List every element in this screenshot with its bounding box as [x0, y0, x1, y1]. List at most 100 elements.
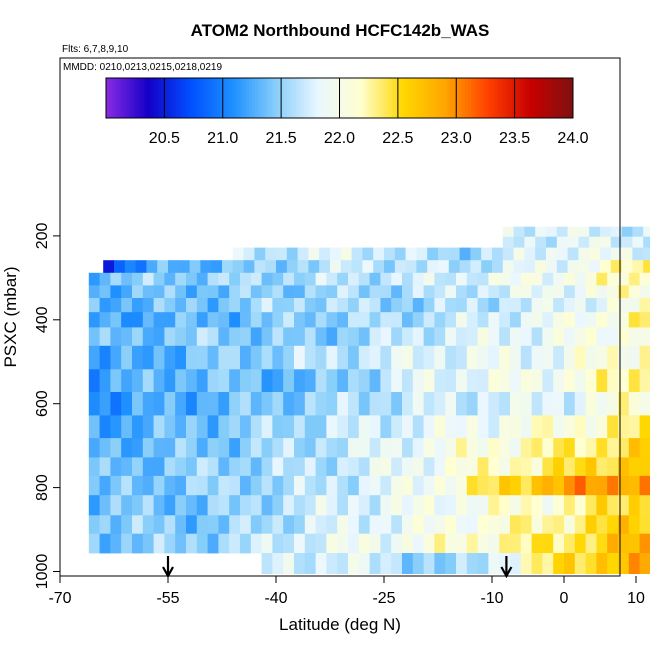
heat-cell: [175, 495, 187, 516]
heat-cell: [628, 285, 641, 299]
heat-cell: [283, 553, 295, 574]
heat-cell: [600, 247, 612, 261]
heat-cell: [632, 260, 644, 274]
heat-cell: [423, 272, 435, 286]
colorbar-swatch: [462, 78, 466, 118]
heat-cell: [466, 553, 479, 574]
heat-cell: [600, 226, 612, 238]
heat-cell: [531, 312, 543, 328]
colorbar: 20.5 21.0 21.5 22.0 22.5 23.0 23.5 24.0: [105, 77, 589, 147]
heat-cell: [567, 260, 579, 274]
heat-cell: [434, 369, 446, 393]
heat-cell: [542, 457, 554, 477]
heat-cell: [283, 272, 295, 286]
colorbar-swatch: [237, 78, 241, 118]
heat-cell: [142, 345, 155, 370]
colorbar-swatch: [208, 78, 212, 118]
heat-cell: [218, 392, 230, 416]
heat-cell: [531, 369, 543, 393]
heat-cell: [564, 495, 576, 516]
heat-cell: [402, 369, 414, 393]
heat-cell: [628, 312, 641, 328]
heat-cell: [520, 312, 533, 328]
colorbar-tick-label: 23.0: [441, 130, 472, 147]
heat-cell: [261, 345, 273, 370]
colorbar-swatch: [202, 78, 206, 118]
heat-cell: [330, 260, 342, 274]
heat-cell: [261, 298, 273, 313]
heat-cell: [510, 457, 522, 477]
heat-layer: [88, 457, 650, 477]
heat-cell: [456, 327, 468, 347]
heat-cell: [196, 457, 209, 477]
heat-cell: [340, 260, 353, 274]
heat-cell: [412, 345, 425, 370]
colorbar-swatch: [406, 78, 411, 118]
heat-cell: [531, 438, 543, 458]
chart-title: ATOM2 Northbound HCFC142b_WAS: [191, 21, 490, 40]
heat-cell: [492, 260, 504, 274]
heat-cell: [564, 392, 576, 416]
heat-cell: [456, 298, 468, 313]
heat-cell: [121, 457, 133, 477]
heat-cell: [121, 438, 133, 458]
heat-cell: [477, 553, 489, 574]
heat-cell: [196, 392, 209, 416]
heat-cell: [585, 438, 597, 458]
heat-cell: [175, 312, 187, 328]
heat-cell: [499, 285, 511, 299]
heat-cell: [618, 475, 630, 496]
heat-cell: [261, 312, 273, 328]
heat-cell: [164, 285, 176, 299]
heat-cell: [110, 415, 122, 439]
heat-cell: [348, 415, 360, 439]
heat-cell: [380, 475, 392, 496]
heat-cell: [607, 312, 619, 328]
heat-cell: [499, 392, 511, 416]
heat-layer: [232, 247, 650, 261]
heat-cell: [639, 495, 650, 516]
heat-cell: [402, 553, 414, 574]
heat-cell: [121, 345, 133, 370]
heat-cell: [380, 553, 392, 574]
colorbar-tick-label: 22.0: [324, 130, 355, 147]
heat-cell: [445, 457, 457, 477]
heat-cell: [574, 533, 587, 554]
heat-cell: [520, 457, 533, 477]
heat-cell: [574, 415, 587, 439]
colorbar-swatch: [170, 78, 174, 118]
heat-cell: [294, 438, 306, 458]
heat-cell: [240, 533, 252, 554]
heat-cell: [326, 345, 338, 370]
colorbar-swatch: [357, 78, 361, 118]
heat-cell: [585, 553, 597, 574]
heat-cell: [412, 533, 425, 554]
heat-cell: [567, 226, 579, 238]
colorbar-swatch: [415, 78, 419, 118]
heat-cell: [434, 533, 446, 554]
heat-cell: [481, 247, 493, 261]
heat-cell: [402, 533, 414, 554]
colorbar-tick-label: 21.0: [207, 130, 238, 147]
colorbar-swatch: [529, 78, 533, 118]
heat-cell: [207, 475, 219, 496]
heat-cell: [607, 533, 619, 554]
heat-cell: [250, 415, 263, 439]
heat-cell: [99, 298, 111, 313]
heat-cell: [477, 457, 489, 477]
heat-cell: [132, 415, 144, 439]
heat-cell: [240, 312, 252, 328]
heat-cell: [531, 515, 543, 535]
heat-cell: [164, 392, 176, 416]
heat-cell: [297, 260, 309, 274]
heat-cell: [578, 236, 590, 248]
colorbar-swatch: [523, 78, 527, 118]
colorbar-swatch: [211, 78, 215, 118]
heat-cell: [348, 475, 360, 496]
heat-cell: [283, 515, 295, 535]
heat-layer: [502, 236, 650, 248]
y-axis-label: PSXC (mbar): [1, 266, 20, 367]
heat-cell: [200, 260, 212, 274]
heat-cell: [574, 457, 587, 477]
heat-cell: [110, 327, 122, 347]
